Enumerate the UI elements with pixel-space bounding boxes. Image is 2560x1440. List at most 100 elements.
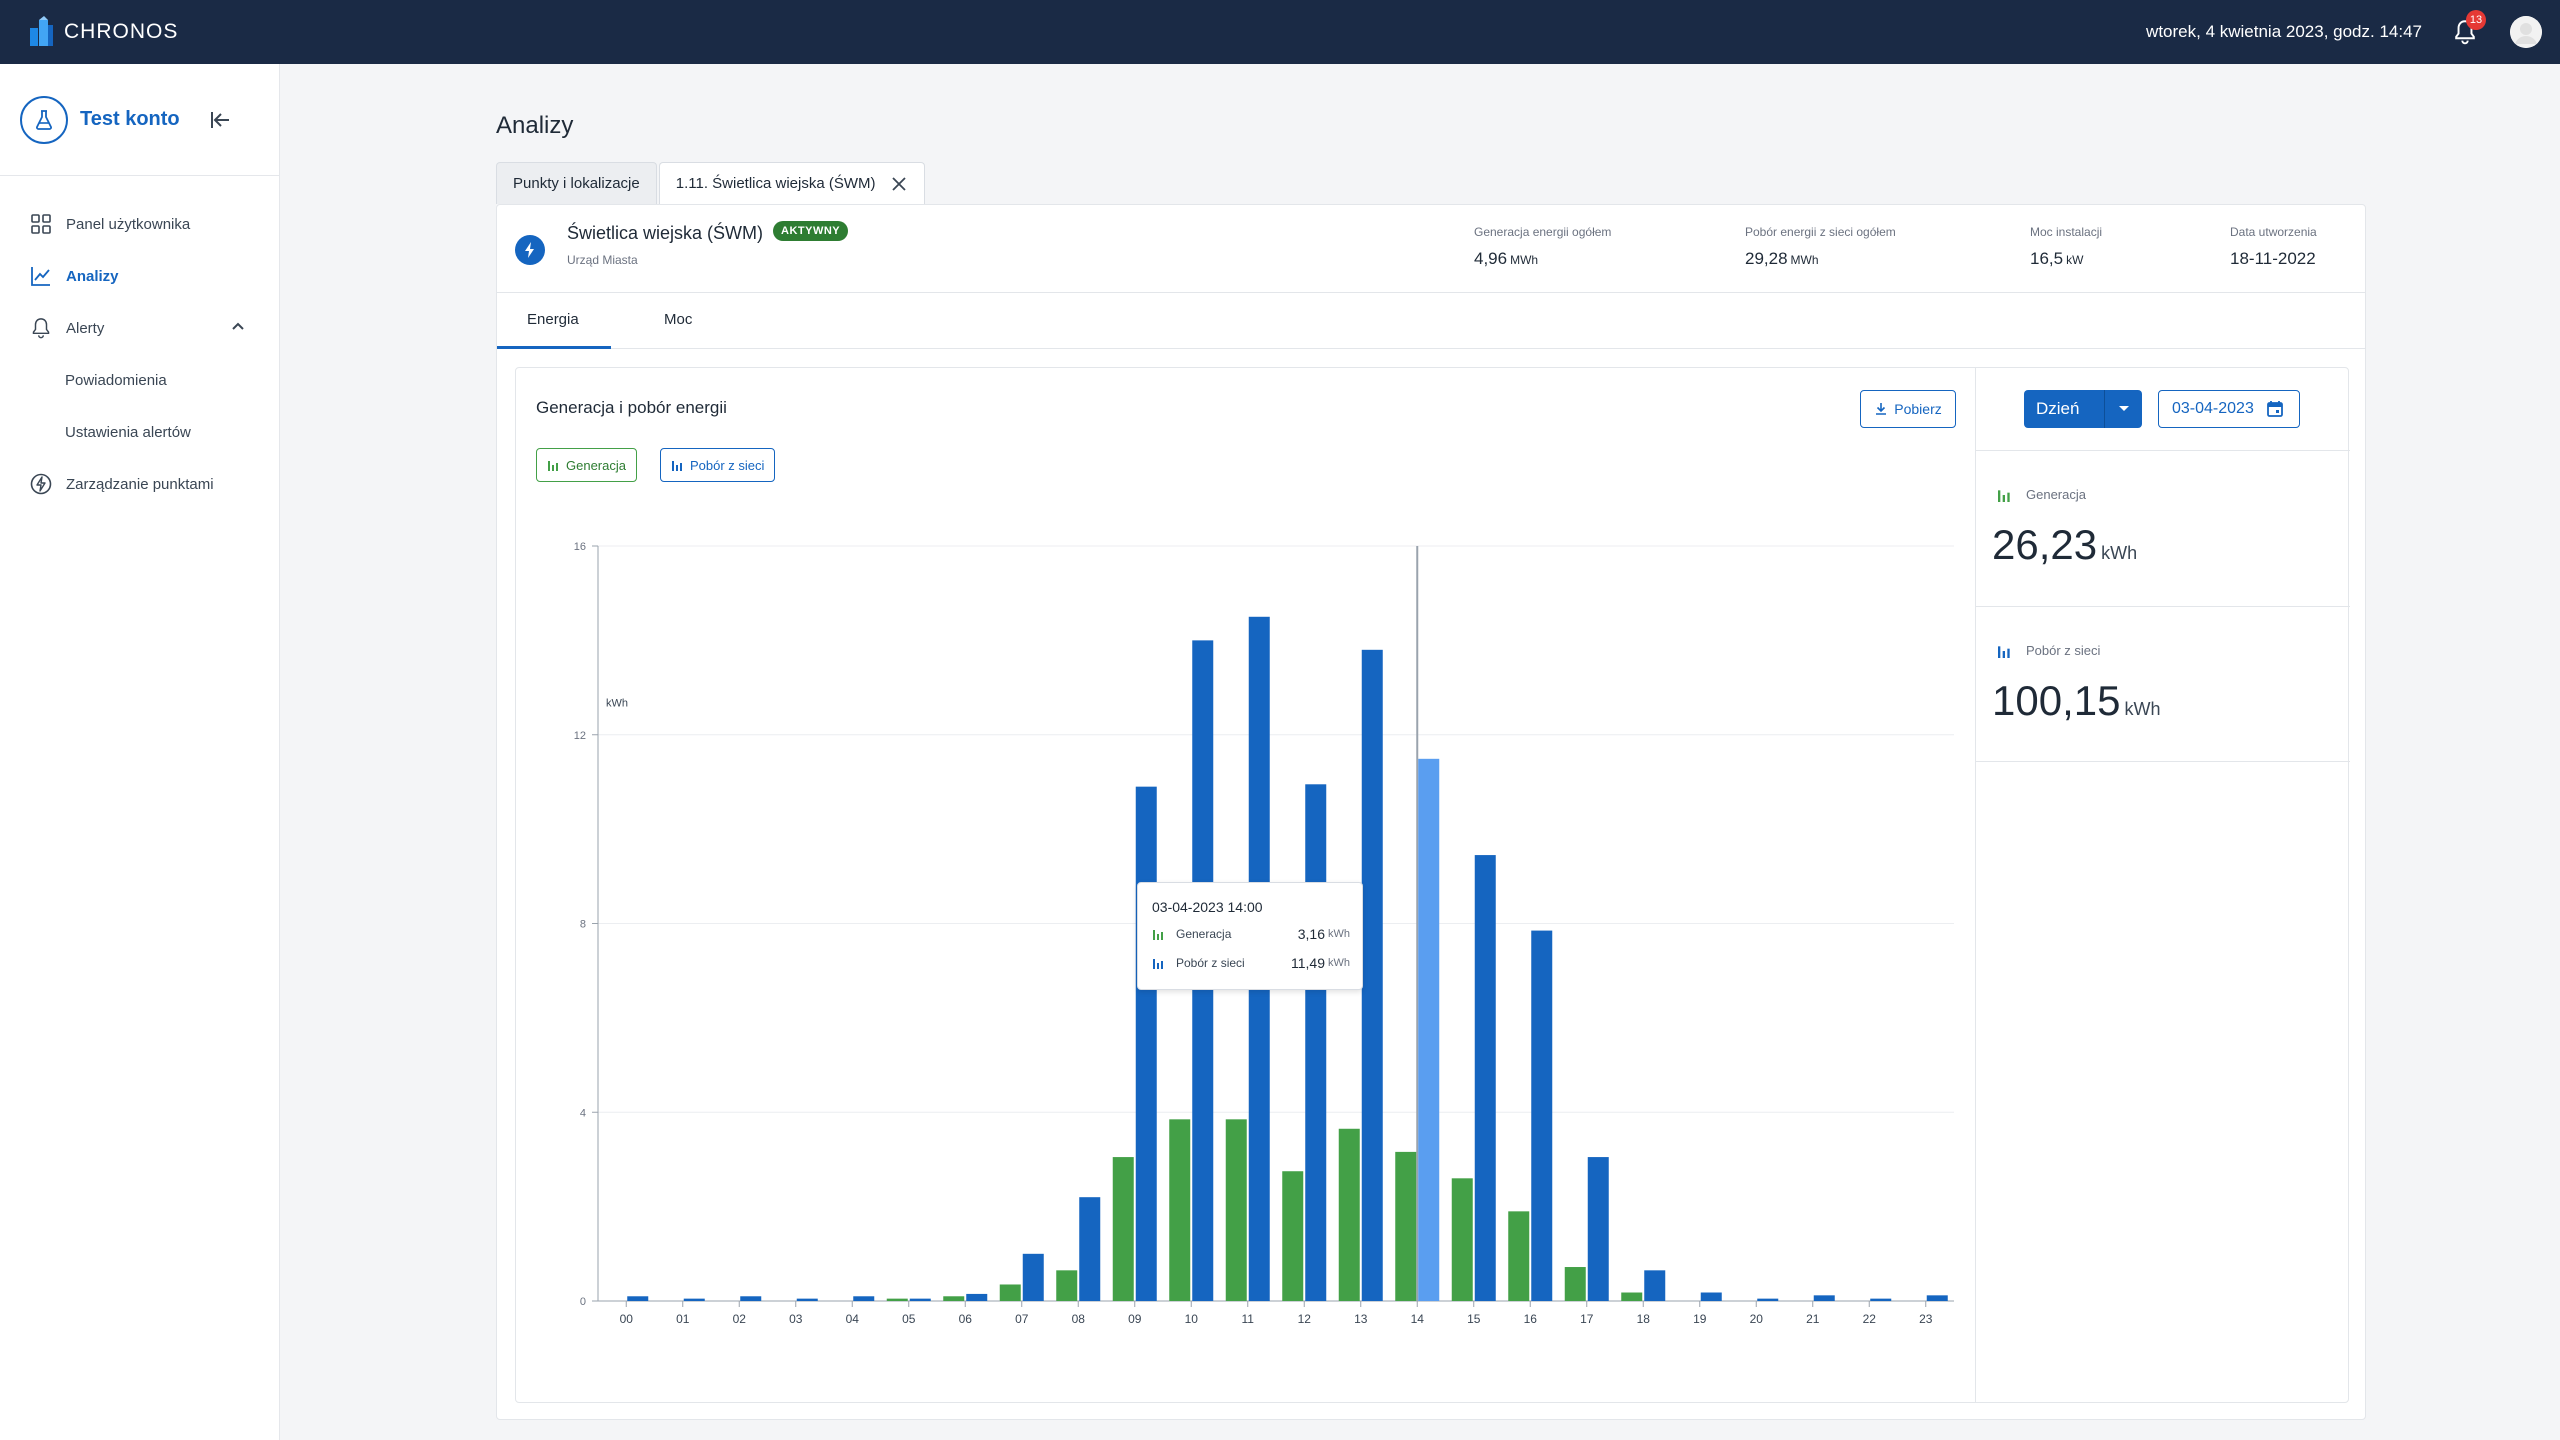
bar-grid-consumption: [627, 1296, 649, 1301]
user-avatar[interactable]: [2510, 16, 2542, 48]
app-logo[interactable]: CHRONOS: [28, 16, 178, 48]
bar-grid-consumption: [1418, 758, 1440, 1301]
grid-icon: [28, 211, 54, 237]
x-tick-label: 04: [846, 1312, 860, 1326]
legend-toggle-grid-consumption[interactable]: Pobór z sieci: [660, 448, 776, 482]
site-card: Świetlica wiejska (ŚWM) AKTYWNY Urząd Mi…: [496, 204, 2366, 1420]
account-switcher: Test konto: [0, 64, 279, 176]
notifications-button[interactable]: 13: [2452, 10, 2486, 46]
x-tick-label: 03: [789, 1312, 803, 1326]
date-picker[interactable]: 03-04-2023: [2158, 390, 2300, 428]
summary-label: Pobór z sieci: [2026, 643, 2101, 658]
legend-toggle-generation[interactable]: Generacja: [536, 448, 637, 482]
current-datetime: wtorek, 4 kwietnia 2023, godz. 14:47: [2146, 22, 2422, 41]
legend-label: Pobór z sieci: [690, 457, 765, 473]
period-dropdown-toggle[interactable]: [2104, 390, 2142, 428]
x-tick-label: 00: [620, 1312, 634, 1326]
bar-generation: [1225, 1119, 1247, 1301]
sidebar-item-alert-settings[interactable]: Ustawienia alertów: [0, 406, 279, 458]
site-name: Świetlica wiejska (ŚWM): [567, 223, 764, 243]
summary-grid-consumption: Pobór z sieci 100,15 kWh: [1976, 606, 2350, 762]
bell-outline-icon: [28, 315, 54, 341]
bar-generation: [1169, 1119, 1191, 1301]
stat-value: 4,96: [1474, 249, 1508, 268]
x-tick-label: 12: [1298, 1312, 1312, 1326]
bar-chart-icon: [672, 461, 682, 471]
stat-installed-power: Moc instalacji 16,5 kW: [2030, 225, 2102, 269]
period-select[interactable]: Dzień: [2024, 390, 2142, 428]
tooltip-series-unit: kWh: [1328, 957, 1350, 969]
collapse-left-icon: [210, 111, 229, 128]
summary-unit: kWh: [2124, 699, 2161, 719]
y-tick-label: 0: [580, 1296, 586, 1308]
bar-grid-consumption: [1644, 1270, 1666, 1301]
summary-panel: Dzień 03-04-2023 Generacja 26,23 kWh: [1975, 368, 2350, 1402]
x-tick-label: 07: [1015, 1312, 1029, 1326]
bolt-icon: [515, 235, 545, 265]
sidebar-item-label: Analizy: [66, 267, 119, 285]
collapse-sidebar-button[interactable]: [206, 106, 234, 134]
chart-panel: Generacja i pobór energii Pobierz Genera…: [515, 367, 2350, 1403]
x-tick-label: 02: [733, 1312, 747, 1326]
flask-icon: [20, 95, 68, 144]
tooltip-series-name: Generacja: [1176, 927, 1232, 941]
x-tick-label: 10: [1185, 1312, 1199, 1326]
tab-points-locations[interactable]: Punkty i lokalizacje: [496, 162, 657, 204]
sidebar-item-point-management[interactable]: Zarządzanie punktami: [0, 458, 279, 510]
bar-grid-consumption: [1813, 1295, 1835, 1301]
bar-generation: [1056, 1270, 1078, 1301]
x-tick-label: 15: [1467, 1312, 1481, 1326]
date-value: 03-04-2023: [2172, 400, 2254, 417]
sidebar-item-alerts[interactable]: Alerty: [0, 302, 279, 354]
site-owner: Urząd Miasta: [567, 253, 638, 267]
bar-generation: [1338, 1128, 1360, 1301]
tab-site-details[interactable]: 1.11. Świetlica wiejska (ŚWM): [658, 162, 925, 204]
tooltip-row-generation: Generacja 3,16 kWh: [1152, 924, 1350, 944]
sidebar-item-notifications[interactable]: Powiadomienia: [0, 354, 279, 406]
chevron-up-icon[interactable]: [229, 318, 247, 336]
summary-generation: Generacja 26,23 kWh: [1976, 450, 2350, 606]
bar-grid-consumption: [683, 1298, 705, 1301]
stat-total-grid-consumption: Pobór energii z sieci ogółem 29,28 MWh: [1745, 225, 1896, 269]
x-tick-label: 22: [1863, 1312, 1877, 1326]
bolt-circle-icon: [28, 471, 54, 497]
x-tick-label: 11: [1242, 1312, 1255, 1326]
calendar-icon[interactable]: [2266, 400, 2284, 418]
x-tick-label: 13: [1354, 1312, 1368, 1326]
summary-label: Generacja: [2026, 487, 2086, 502]
tab-energy[interactable]: Energia: [527, 311, 579, 328]
chart-title: Generacja i pobór energii: [536, 398, 727, 417]
stat-unit: kW: [2066, 253, 2084, 267]
bar-generation: [1564, 1267, 1586, 1301]
tab-power[interactable]: Moc: [664, 311, 693, 328]
stat-unit: MWh: [1790, 253, 1819, 267]
notification-badge: 13: [2466, 10, 2486, 30]
legend-label: Generacja: [566, 457, 626, 473]
bar-generation: [886, 1298, 908, 1301]
bar-chart-icon: [1998, 489, 2010, 502]
sidebar-item-analytics[interactable]: Analizy: [0, 250, 279, 302]
stat-value: 18-11-2022: [2230, 249, 2316, 268]
x-tick-label: 16: [1524, 1312, 1538, 1326]
summary-value: 26,23: [1992, 521, 2098, 568]
bar-generation: [1282, 1171, 1304, 1301]
stat-value: 16,5: [2030, 249, 2064, 268]
bar-chart-icon: [1153, 930, 1163, 940]
x-tick-label: 23: [1919, 1312, 1933, 1326]
active-tab-indicator: [497, 346, 611, 349]
account-name[interactable]: Test konto: [80, 108, 180, 130]
sidebar-item-label: Ustawienia alertów: [65, 423, 191, 441]
sidebar-item-label: Alerty: [66, 319, 105, 337]
bar-grid-consumption: [1870, 1298, 1892, 1301]
bar-grid-consumption: [966, 1293, 988, 1301]
download-button[interactable]: Pobierz: [1860, 390, 1956, 428]
bar-grid-consumption: [853, 1296, 875, 1301]
tab-label: 1.11. Świetlica wiejska (ŚWM): [675, 175, 876, 192]
bar-grid-consumption: [1700, 1292, 1722, 1301]
user-icon: [2510, 16, 2542, 48]
x-tick-label: 01: [676, 1312, 690, 1326]
tooltip-row-grid-consumption: Pobór z sieci 11,49 kWh: [1152, 953, 1350, 973]
close-icon[interactable]: [890, 175, 908, 193]
sidebar-item-dashboard[interactable]: Panel użytkownika: [0, 198, 279, 250]
